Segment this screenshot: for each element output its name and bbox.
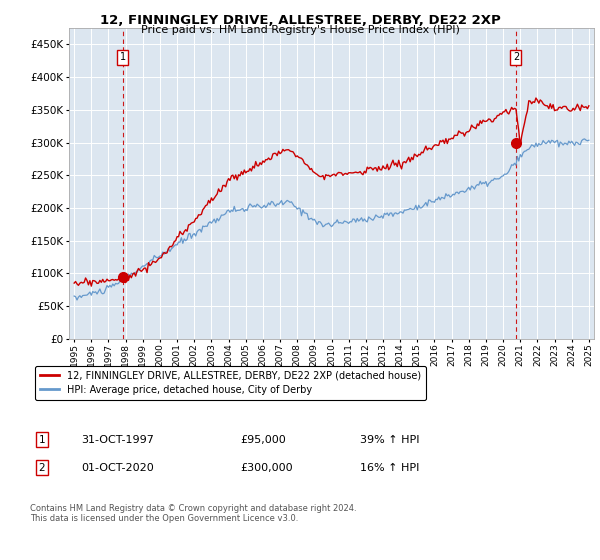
Text: 1: 1	[38, 435, 46, 445]
Text: 1: 1	[119, 53, 126, 63]
Text: 2: 2	[513, 53, 519, 63]
Text: £95,000: £95,000	[240, 435, 286, 445]
Text: 01-OCT-2020: 01-OCT-2020	[81, 463, 154, 473]
Text: 12, FINNINGLEY DRIVE, ALLESTREE, DERBY, DE22 2XP: 12, FINNINGLEY DRIVE, ALLESTREE, DERBY, …	[100, 14, 500, 27]
Text: 2: 2	[38, 463, 46, 473]
Text: Contains HM Land Registry data © Crown copyright and database right 2024.
This d: Contains HM Land Registry data © Crown c…	[30, 504, 356, 524]
Legend: 12, FINNINGLEY DRIVE, ALLESTREE, DERBY, DE22 2XP (detached house), HPI: Average : 12, FINNINGLEY DRIVE, ALLESTREE, DERBY, …	[35, 366, 426, 400]
Text: 16% ↑ HPI: 16% ↑ HPI	[360, 463, 419, 473]
Text: Price paid vs. HM Land Registry's House Price Index (HPI): Price paid vs. HM Land Registry's House …	[140, 25, 460, 35]
Text: 39% ↑ HPI: 39% ↑ HPI	[360, 435, 419, 445]
Text: 31-OCT-1997: 31-OCT-1997	[81, 435, 154, 445]
Text: £300,000: £300,000	[240, 463, 293, 473]
